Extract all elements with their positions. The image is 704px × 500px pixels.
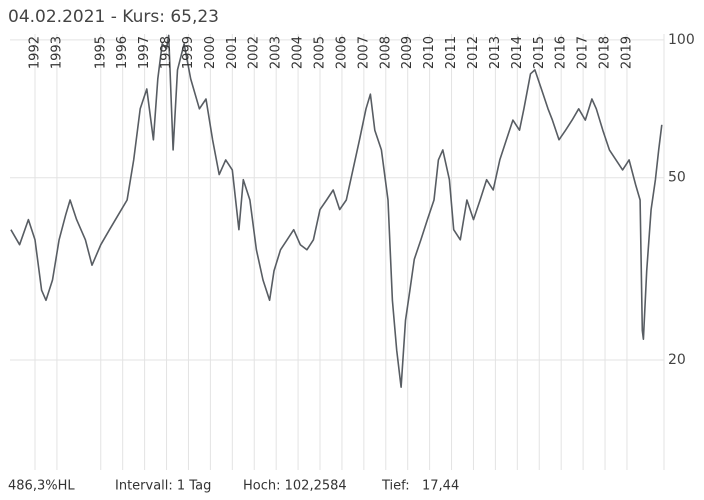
x-tick-label: 2008: [378, 36, 393, 69]
x-tick-label: 2006: [334, 36, 349, 69]
x-tick-label: 2002: [247, 36, 262, 69]
x-tick-label: 2012: [466, 36, 481, 69]
x-tick-label: 2013: [488, 36, 503, 69]
x-tick-label: 1992: [27, 36, 42, 69]
x-tick-label: 2018: [598, 36, 613, 69]
labels: 1992 1993 1995 1996 1997 1998 1999 2000 2001 2002…: [27, 32, 694, 368]
x-tick-label: 1993: [49, 36, 64, 69]
y-tick-label: 20: [668, 352, 686, 368]
x-tick-label: 2014: [510, 36, 525, 69]
x-tick-label: 2016: [554, 36, 569, 69]
footer-high: Hoch: 102,2584: [243, 479, 347, 494]
x-tick-label: 1998: [159, 36, 174, 69]
grid: [10, 34, 665, 470]
footer-low: 17,44: [422, 479, 459, 494]
x-tick-label: 1999: [181, 36, 196, 69]
footer-range: 486,3%HL: [8, 479, 75, 494]
x-tick-label: 2005: [313, 36, 328, 69]
x-tick-label: 1996: [115, 36, 130, 69]
price-line: [10, 34, 663, 388]
y-tick-label: 100: [668, 32, 695, 48]
x-tick-label: 2009: [400, 36, 415, 69]
x-tick-label: 2001: [225, 36, 240, 69]
plot: [10, 34, 663, 388]
x-tick-label: 2000: [203, 36, 218, 69]
x-tick-label: 1995: [93, 36, 108, 69]
x-tick-label: 2019: [619, 36, 634, 69]
x-tick-label: 2007: [356, 36, 371, 69]
x-tick-label: 2011: [444, 36, 459, 69]
chart-title: 04.02.2021 - Kurs: 65,23: [8, 7, 219, 27]
x-tick-label: 1997: [137, 36, 152, 69]
x-tick-label: 2017: [576, 36, 591, 69]
x-tick-label: 2010: [422, 36, 437, 69]
x-tick-label: 2015: [532, 36, 547, 69]
footer-low-label: Tief:: [381, 479, 410, 494]
footer-interval: Intervall: 1 Tag: [115, 479, 211, 494]
x-tick-label: 2003: [269, 36, 284, 69]
y-tick-label: 50: [668, 170, 686, 186]
x-tick-label: 2004: [291, 36, 306, 69]
